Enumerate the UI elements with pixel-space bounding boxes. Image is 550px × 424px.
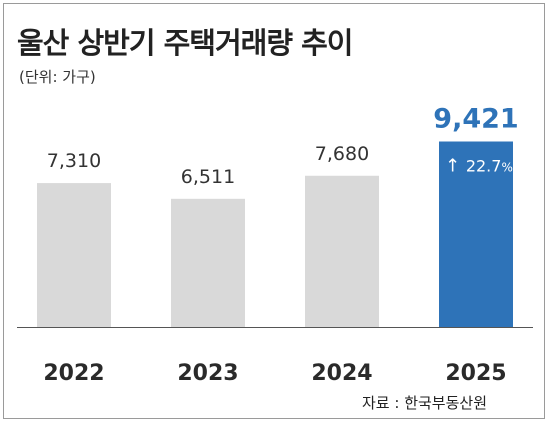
chart-title: 울산 상반기 주택거래량 추이	[17, 26, 353, 60]
category-label-2024: 2024	[311, 361, 372, 386]
bar-2023	[171, 198, 245, 327]
unit-label: (단위: 가구)	[19, 68, 96, 86]
value-label-2024: 7,680	[315, 143, 369, 165]
bar-2024	[305, 175, 379, 327]
bar-2025	[439, 141, 513, 327]
growth-annotation: ↑ 22.7%	[445, 156, 513, 177]
category-label-2022: 2022	[43, 361, 104, 386]
category-label-2023: 2023	[177, 361, 238, 386]
source-note: 자료 : 한국부동산원	[362, 394, 487, 412]
value-label-2023: 6,511	[181, 166, 235, 188]
bar-2022	[37, 183, 111, 327]
value-label-2025: 9,421	[433, 104, 518, 135]
value-label-2022: 7,310	[47, 150, 101, 172]
category-label-2025: 2025	[445, 361, 506, 386]
